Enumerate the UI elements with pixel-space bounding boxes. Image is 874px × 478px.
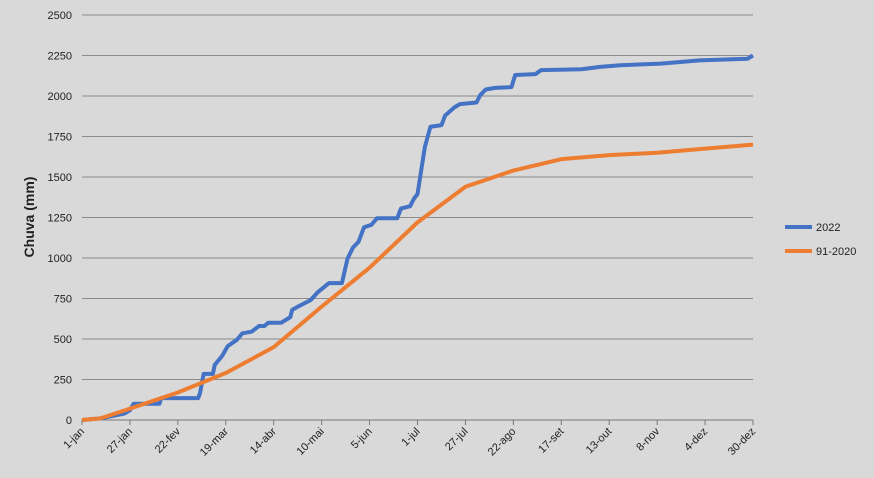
x-tick-label: 17-set (536, 426, 566, 456)
x-tick-label: 27-jul (443, 426, 471, 454)
y-tick-label: 250 (54, 375, 72, 387)
y-tick-label: 1000 (48, 253, 72, 265)
y-tick-label: 1250 (48, 213, 72, 225)
x-tick-label: 27-jan (105, 426, 135, 456)
x-tick-label: 13-out (584, 426, 615, 457)
y-tick-label: 1500 (48, 172, 72, 184)
x-tick-label: 5-jun (349, 426, 375, 452)
legend-label: 2022 (816, 222, 840, 234)
series-line (81, 142, 754, 422)
x-tick-label: 4-dez (682, 426, 710, 454)
y-tick-label: 2250 (48, 51, 72, 63)
x-tick-label: 19-mar (198, 425, 231, 458)
x-tick-label: 10-mai (295, 426, 327, 458)
y-tick-label: 750 (54, 294, 72, 306)
y-tick-label: 500 (54, 334, 72, 346)
y-tick-label: 0 (66, 415, 72, 427)
legend-label: 91-2020 (816, 246, 856, 258)
y-tick-label: 2500 (48, 10, 72, 22)
x-tick-label: 8-nov (634, 425, 662, 453)
series-line (81, 53, 755, 422)
x-tick-label: 14-abr (248, 425, 279, 456)
x-tick-label: 22-ago (486, 426, 519, 459)
y-axis-label: Chuva (mm) (21, 177, 37, 258)
y-tick-label: 2000 (48, 91, 72, 103)
x-tick-label: 30-dez (726, 426, 758, 458)
x-tick-label: 1-jan (61, 426, 87, 452)
y-tick-label: 1750 (48, 132, 72, 144)
x-tick-label: 22-fev (153, 425, 183, 455)
x-tick-label: 1-jul (399, 426, 422, 449)
